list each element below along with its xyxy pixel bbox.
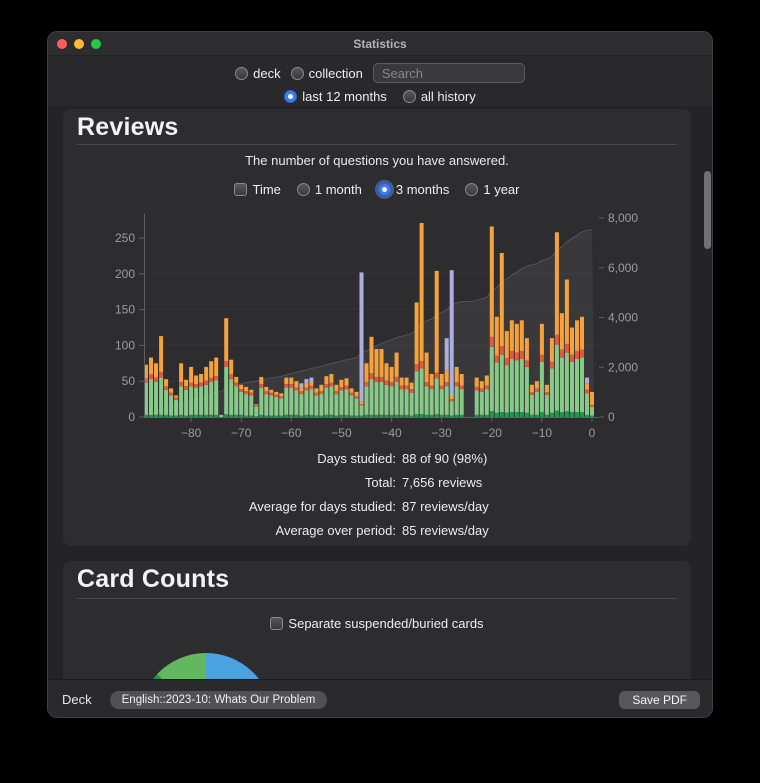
- reviews-divider: [77, 144, 677, 145]
- radio-3-months[interactable]: 3 months: [377, 182, 450, 197]
- radio-all-history[interactable]: all history: [402, 89, 476, 104]
- svg-text:0: 0: [608, 410, 615, 424]
- radio-collection-icon[interactable]: [290, 66, 304, 80]
- svg-text:150: 150: [115, 303, 135, 317]
- radio-last-12-months[interactable]: last 12 months: [284, 89, 387, 104]
- stat-days-studied: Days studied: 88 of 90 (98%): [317, 451, 488, 466]
- radio-1-year-label: 1 year: [483, 182, 520, 197]
- svg-text:−20: −20: [482, 426, 503, 440]
- radio-3-months-label: 3 months: [395, 182, 450, 197]
- card-counts-title: Card Counts: [77, 565, 230, 593]
- radio-all-history-label: all history: [420, 89, 476, 104]
- footer-bar: Deck English::2023-10: Whats Our Problem…: [48, 679, 712, 717]
- radio-all-history-icon[interactable]: [402, 90, 416, 103]
- radio-deck-icon[interactable]: [235, 66, 249, 80]
- stat-total: Total: 7,656 reviews: [364, 475, 483, 490]
- svg-text:200: 200: [115, 267, 135, 281]
- card-counts-divider: [77, 598, 677, 599]
- radio-1-year[interactable]: 1 year: [465, 182, 520, 197]
- vertical-scrollbar-thumb[interactable]: [704, 171, 711, 249]
- radio-collection[interactable]: collection: [290, 65, 363, 81]
- scope-toolbar: deck collection last 12 months all histo…: [48, 56, 712, 106]
- svg-text:4,000: 4,000: [608, 311, 638, 325]
- reviews-subtitle: The number of questions you have answere…: [245, 153, 509, 168]
- checkbox-time-label: Time: [252, 182, 281, 197]
- svg-text:−10: −10: [532, 426, 553, 440]
- zoom-icon[interactable]: [91, 39, 101, 49]
- svg-text:−30: −30: [431, 426, 452, 440]
- radio-1-month-label: 1 month: [314, 182, 362, 197]
- reviews-card: Reviews The number of questions you have…: [63, 109, 691, 546]
- reviews-title: Reviews: [77, 113, 179, 141]
- svg-text:−70: −70: [231, 426, 252, 440]
- svg-text:2,000: 2,000: [608, 360, 638, 374]
- deck-selector-button[interactable]: English::2023-10: Whats Our Problem: [109, 690, 328, 709]
- stat-average-days-studied: Average for days studied: 87 reviews/day: [248, 499, 489, 514]
- radio-deck[interactable]: deck: [235, 65, 281, 81]
- stats-scroll-area[interactable]: Reviews The number of questions you have…: [48, 106, 712, 679]
- svg-text:8,000: 8,000: [608, 211, 638, 225]
- title-bar[interactable]: Statistics: [48, 32, 712, 56]
- svg-text:250: 250: [115, 231, 135, 245]
- svg-text:−60: −60: [281, 426, 302, 440]
- close-icon[interactable]: [57, 39, 67, 49]
- checkbox-separate-suspended[interactable]: Separate suspended/buried cards: [270, 616, 484, 631]
- minimize-icon[interactable]: [74, 39, 84, 49]
- checkbox-time[interactable]: Time: [234, 182, 281, 197]
- radio-1-month-icon[interactable]: [296, 183, 310, 196]
- radio-deck-label: deck: [253, 65, 281, 81]
- svg-text:−50: −50: [331, 426, 352, 440]
- card-counts-pie: [153, 653, 259, 679]
- radio-last-12-months-icon[interactable]: [284, 90, 298, 103]
- search-input[interactable]: [372, 63, 525, 83]
- checkbox-time-icon[interactable]: [234, 183, 248, 196]
- stat-average-over-period: Average over period: 85 reviews/day: [275, 523, 489, 538]
- radio-1-month[interactable]: 1 month: [296, 182, 362, 197]
- card-counts-card: Card Counts Separate suspended/buried ca…: [63, 561, 691, 679]
- radio-last-12-months-label: last 12 months: [302, 89, 387, 104]
- svg-text:0: 0: [589, 426, 596, 440]
- statistics-window: Statistics deck collection last 12 month…: [47, 31, 713, 718]
- svg-text:0: 0: [128, 410, 135, 424]
- checkbox-separate-suspended-icon[interactable]: [270, 617, 284, 630]
- checkbox-separate-suspended-label: Separate suspended/buried cards: [288, 616, 484, 631]
- window-title: Statistics: [353, 37, 407, 51]
- card-counts-controls: Separate suspended/buried cards: [63, 616, 691, 631]
- reviews-stats: Days studied: 88 of 90 (98%) Total: 7,65…: [63, 447, 691, 543]
- radio-3-months-icon[interactable]: [377, 183, 391, 196]
- radio-collection-label: collection: [308, 65, 363, 81]
- svg-text:−40: −40: [381, 426, 402, 440]
- svg-text:50: 50: [122, 374, 136, 388]
- footer-deck-label: Deck: [62, 692, 92, 707]
- svg-text:100: 100: [115, 338, 135, 352]
- reviews-chart: 0 50 100 150 200 250 0 2,000 4,000 6,000 8,000 −80 −…: [115, 211, 638, 440]
- save-pdf-button[interactable]: Save PDF: [619, 690, 700, 709]
- reviews-controls: Time 1 month 3 months 1 year: [63, 182, 691, 197]
- svg-text:6,000: 6,000: [608, 261, 638, 275]
- svg-text:−80: −80: [181, 426, 202, 440]
- radio-1-year-icon[interactable]: [465, 183, 479, 196]
